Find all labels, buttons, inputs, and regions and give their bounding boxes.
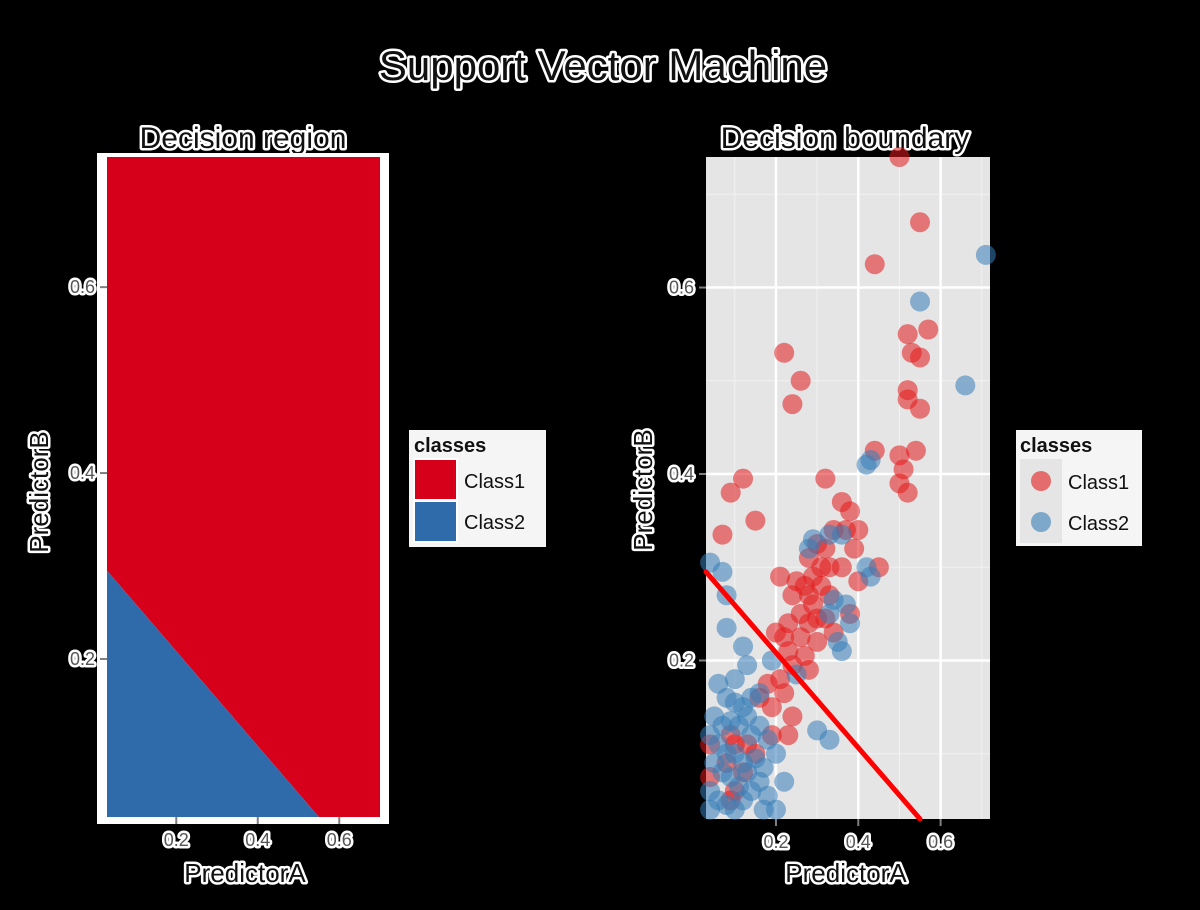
point-class2 xyxy=(819,729,840,750)
point-class1 xyxy=(720,482,741,503)
point-class2 xyxy=(798,538,819,559)
point-class1 xyxy=(782,394,803,415)
point-class2 xyxy=(860,566,881,587)
point-class1 xyxy=(840,501,861,522)
decision-boundary-panel: Decision boundary 0.2 0.4 0.6 0.2 0.4 0.6 Pr… xyxy=(626,120,1142,891)
point-class1 xyxy=(782,585,803,606)
point-class2 xyxy=(910,291,931,312)
point-class1 xyxy=(910,212,931,233)
point-class1 xyxy=(790,370,811,391)
point-class1 xyxy=(782,706,803,727)
point-class2 xyxy=(975,244,996,265)
point-class2 xyxy=(831,641,852,662)
point-class1 xyxy=(807,631,828,652)
decision-boundary-x-tick-label: 0.4 xyxy=(846,832,871,852)
legend-label-class2: Class2 xyxy=(1068,513,1129,535)
point-class2 xyxy=(955,375,976,396)
decision-region-x-axis-title: PredictorA xyxy=(184,858,306,888)
figure-title: Support Vector Machine xyxy=(379,42,827,89)
point-class1 xyxy=(761,697,782,718)
point-class1 xyxy=(774,342,795,363)
point-class2 xyxy=(819,603,840,624)
decision-region-title: Decision region xyxy=(140,122,347,155)
region-class1 xyxy=(107,157,380,817)
point-class2 xyxy=(831,524,852,545)
point-class2 xyxy=(774,771,795,792)
point-class2 xyxy=(753,799,774,820)
legend-key-class2 xyxy=(1031,512,1051,532)
point-class2 xyxy=(712,561,733,582)
point-class1 xyxy=(897,482,918,503)
decision-boundary-x-tick-label: 0.2 xyxy=(763,832,788,852)
decision-region-y-tick-label: 0.4 xyxy=(70,463,95,483)
point-class1 xyxy=(745,510,766,531)
legend-title: classes xyxy=(1020,435,1092,457)
legend-key-class1 xyxy=(1031,471,1051,491)
point-class1 xyxy=(897,324,918,345)
point-class1 xyxy=(831,557,852,578)
point-class1 xyxy=(889,147,910,167)
decision-boundary-title: Decision boundary xyxy=(721,122,969,155)
point-class2 xyxy=(716,617,737,638)
decision-boundary-y-axis-title: PredictorB xyxy=(628,429,658,550)
point-class1 xyxy=(790,627,811,648)
legend-label-class1: Class1 xyxy=(1068,472,1129,494)
legend-key-class2 xyxy=(413,500,458,543)
point-class1 xyxy=(864,254,885,275)
decision-boundary-x-axis-title: PredictorA xyxy=(785,858,907,888)
point-class1 xyxy=(910,398,931,419)
decision-boundary-x-tick-label: 0.6 xyxy=(928,832,953,852)
point-class2 xyxy=(737,655,758,676)
decision-boundary-points xyxy=(700,147,996,820)
decision-region-x-tick-label: 0.4 xyxy=(245,830,270,850)
decision-region-y-axis: 0.2 0.4 0.6 xyxy=(67,275,107,671)
point-class1 xyxy=(905,440,926,461)
point-class1 xyxy=(774,683,795,704)
decision-boundary-y-axis: 0.2 0.4 0.6 xyxy=(666,275,706,673)
decision-region-x-axis: 0.2 0.4 0.6 xyxy=(161,817,354,853)
decision-boundary-line xyxy=(703,569,923,822)
point-class1 xyxy=(770,566,791,587)
point-class1 xyxy=(778,725,799,746)
decision-region-areas xyxy=(107,157,380,817)
decision-region-x-tick-label: 0.2 xyxy=(164,830,189,850)
legend-title: classes xyxy=(414,435,486,457)
decision-boundary-y-tick-label: 0.6 xyxy=(669,278,694,298)
point-class1 xyxy=(712,524,733,545)
legend-label-class2: Class2 xyxy=(464,512,525,534)
decision-region-x-tick-label: 0.6 xyxy=(327,830,352,850)
point-class2 xyxy=(700,799,721,820)
point-class2 xyxy=(749,683,770,704)
point-class1 xyxy=(815,468,836,489)
point-class2 xyxy=(856,454,877,475)
point-class1 xyxy=(733,468,754,489)
point-class1 xyxy=(844,538,865,559)
decision-boundary-legend: classes Class1 Class2 xyxy=(1016,430,1142,546)
decision-region-y-tick-label: 0.2 xyxy=(70,649,95,669)
point-class1 xyxy=(848,519,869,540)
point-class2 xyxy=(733,636,754,657)
point-class2 xyxy=(765,743,786,764)
decision-region-legend: classes Class1 Class2 xyxy=(409,430,546,547)
point-class2 xyxy=(840,613,861,634)
decision-region-y-tick-label: 0.6 xyxy=(70,277,95,297)
region-class2 xyxy=(107,570,319,817)
decision-region-panel: Decision region 0.2 0.4 0.6 0.2 0.4 0.6 Pred… xyxy=(22,120,546,891)
point-class1 xyxy=(910,347,931,368)
point-class1 xyxy=(918,319,939,340)
decision-region-y-axis-title: PredictorB xyxy=(24,431,54,552)
point-class2 xyxy=(835,594,856,615)
decision-boundary-y-tick-label: 0.4 xyxy=(669,464,694,484)
legend-label-class1: Class1 xyxy=(464,471,525,493)
point-class2 xyxy=(724,669,745,690)
decision-boundary-x-axis: 0.2 0.4 0.6 xyxy=(761,819,956,855)
decision-boundary-y-tick-label: 0.2 xyxy=(669,650,694,670)
legend-key-class1 xyxy=(413,458,458,501)
